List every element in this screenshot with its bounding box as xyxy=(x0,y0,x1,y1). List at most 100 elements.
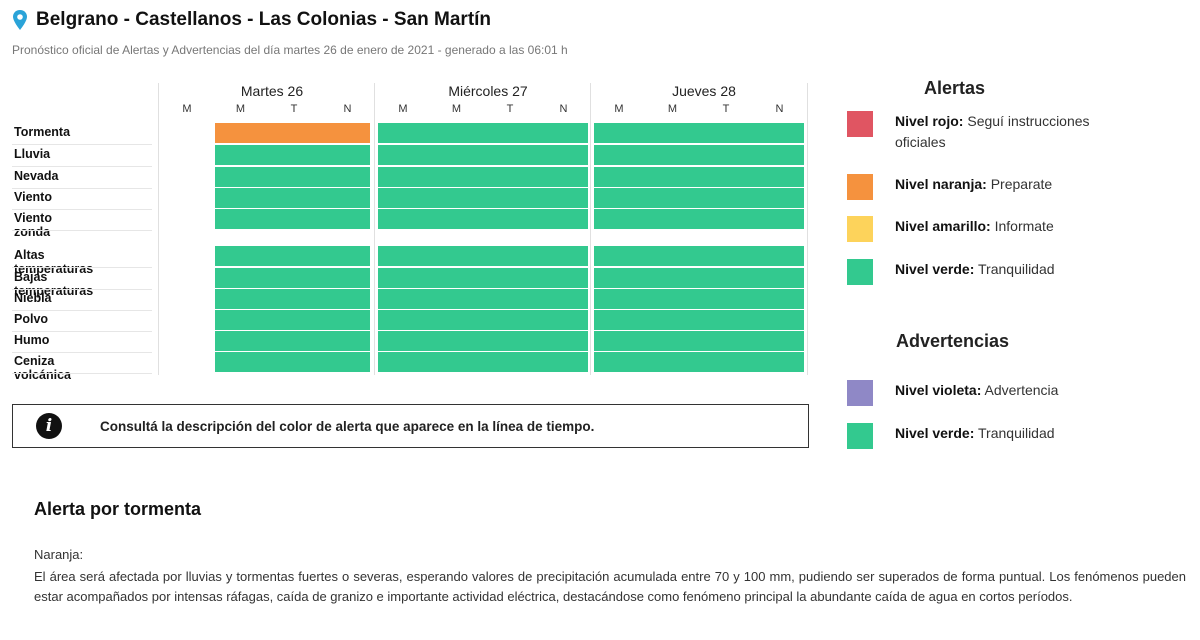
info-text: Consultá la descripción del color de ale… xyxy=(100,418,595,434)
slot-header: M xyxy=(235,103,246,115)
row-label: Bajas temperaturas xyxy=(14,270,94,298)
row-label: Altas temperaturas xyxy=(14,248,94,276)
legend-warnings-title: Advertencias xyxy=(896,331,1010,351)
alert-cell xyxy=(215,352,370,372)
color-swatch xyxy=(847,174,873,200)
legend-alerts-title: Alertas xyxy=(924,78,986,98)
slot-header: M xyxy=(398,103,408,115)
row-divider xyxy=(12,144,152,145)
row-label: Viento xyxy=(14,190,52,204)
slot-header: T xyxy=(722,103,730,115)
location-pin-icon xyxy=(13,10,27,30)
alert-cell xyxy=(594,188,804,208)
alert-cell xyxy=(378,310,588,330)
alert-cell xyxy=(215,209,370,229)
row-divider xyxy=(12,310,152,311)
row-divider xyxy=(12,166,152,167)
slot-header: M xyxy=(451,103,462,115)
row-divider xyxy=(12,230,152,231)
legend-alert-item: Nivel amarillo: Informate xyxy=(847,216,1105,242)
alert-cell xyxy=(215,188,370,208)
slot-header: T xyxy=(506,103,514,115)
alert-cell xyxy=(215,268,370,288)
alert-cell xyxy=(378,331,588,351)
row-label: Ceniza volcánica xyxy=(14,354,71,382)
row-label: Viento zonda xyxy=(14,211,52,239)
color-swatch xyxy=(847,259,873,285)
row-label: Humo xyxy=(14,333,50,347)
row-label: Tormenta xyxy=(14,125,71,139)
description-level: Naranja: xyxy=(34,547,84,562)
day-header: Martes 26 xyxy=(240,83,304,99)
alert-cell xyxy=(215,246,370,266)
legend-alert-label: Nivel naranja: Preparate xyxy=(895,176,1053,192)
slot-header: M xyxy=(667,103,678,115)
alert-cell xyxy=(378,145,588,165)
alert-cell xyxy=(594,167,804,187)
slot-header: N xyxy=(343,103,352,115)
color-swatch xyxy=(847,216,873,242)
info-box: i Consultá la descripción del color de a… xyxy=(12,404,809,448)
row-label: Lluvia xyxy=(14,147,51,161)
day-header: Jueves 28 xyxy=(672,83,736,99)
info-icon: i xyxy=(36,413,62,439)
alert-cell xyxy=(594,331,804,351)
legend-alert-label: Nivel amarillo: Informate xyxy=(895,218,1054,234)
row-divider xyxy=(12,373,152,374)
header: Belgrano - Castellanos - Las Colonias - … xyxy=(12,9,491,31)
alert-cell xyxy=(378,209,588,229)
alert-cell xyxy=(594,310,804,330)
slot-header: N xyxy=(775,103,784,115)
slot-header: M xyxy=(182,103,192,115)
row-label: Niebla xyxy=(14,291,52,305)
color-swatch xyxy=(847,111,873,137)
slot-header: T xyxy=(290,103,298,115)
slot-header: N xyxy=(559,103,568,115)
timeline-separator xyxy=(158,83,159,375)
row-divider xyxy=(12,352,152,353)
timeline-separator xyxy=(807,83,808,375)
legend-alert-item: Nivel naranja: Preparate xyxy=(847,174,1105,200)
legend-alert-label: Nivel verde: Tranquilidad xyxy=(895,261,1055,277)
alert-cell xyxy=(215,310,370,330)
alert-cell xyxy=(378,289,588,309)
alert-cell xyxy=(594,145,804,165)
timeline-separator xyxy=(590,83,591,375)
row-label: Polvo xyxy=(14,312,49,326)
page-title: Belgrano - Castellanos - Las Colonias - … xyxy=(36,9,492,30)
legend-warning-label: Nivel verde: Tranquilidad xyxy=(895,425,1055,441)
slot-header: M xyxy=(614,103,624,115)
description-title: Alerta por tormenta xyxy=(34,499,202,519)
alert-cell xyxy=(378,268,588,288)
alert-cell xyxy=(215,167,370,187)
row-divider xyxy=(12,289,152,290)
color-swatch xyxy=(847,423,873,449)
alert-cell xyxy=(215,331,370,351)
page-subtitle: Pronóstico oficial de Alertas y Adverten… xyxy=(12,43,568,57)
row-divider xyxy=(12,267,152,268)
description-body: El área será afectada por lluvias y torm… xyxy=(34,569,1186,604)
legend-warning-item: Nivel violeta: Advertencia xyxy=(847,380,1105,406)
alert-cell xyxy=(378,188,588,208)
timeline-separator xyxy=(374,83,375,375)
row-divider xyxy=(12,331,152,332)
alert-cell xyxy=(215,289,370,309)
legend-alert-item: Nivel verde: Tranquilidad xyxy=(847,259,1105,285)
alert-cell xyxy=(594,268,804,288)
alert-cell xyxy=(378,167,588,187)
row-label: Nevada xyxy=(14,169,59,183)
alert-cell xyxy=(215,123,370,143)
alert-cell xyxy=(378,123,588,143)
row-divider xyxy=(12,188,152,189)
legend-warning-label: Nivel violeta: Advertencia xyxy=(895,382,1059,398)
alert-cell xyxy=(594,123,804,143)
alert-cell xyxy=(215,145,370,165)
alert-cell xyxy=(594,289,804,309)
alert-cell xyxy=(594,352,804,372)
legend-alert-item: Nivel rojo: Seguí instrucciones oficiale… xyxy=(847,111,1105,153)
legend-warning-item: Nivel verde: Tranquilidad xyxy=(847,423,1105,449)
alert-cell xyxy=(594,246,804,266)
row-divider xyxy=(12,209,152,210)
color-swatch xyxy=(847,380,873,406)
alert-cell xyxy=(378,246,588,266)
